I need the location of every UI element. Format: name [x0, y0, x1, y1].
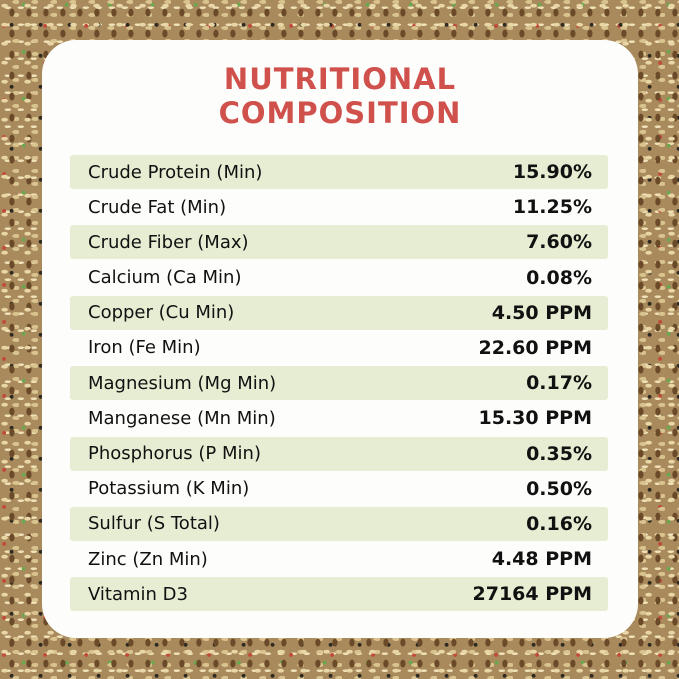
nutrient-value: 0.50% — [526, 477, 592, 500]
table-row: Phosphorus (P Min) 0.35% — [70, 436, 608, 471]
nutrient-value: 15.30 PPM — [478, 407, 592, 430]
table-row: Zinc (Zn Min) 4.48 PPM — [70, 542, 608, 576]
table-row: Potassium (K Min) 0.50% — [70, 472, 608, 506]
nutrient-value: 0.17% — [526, 372, 592, 395]
nutrient-value: 11.25% — [512, 196, 592, 219]
nutrient-name: Zinc (Zn Min) — [88, 548, 208, 570]
table-row: Crude Fat (Min) 11.25% — [70, 190, 608, 224]
nutrient-value: 27164 PPM — [472, 583, 592, 606]
table-row: Crude Fiber (Max) 7.60% — [70, 225, 608, 260]
nutrient-name: Crude Fat (Min) — [88, 196, 227, 218]
table-row: Manganese (Mn Min) 15.30 PPM — [70, 401, 608, 435]
nutrient-name: Copper (Cu Min) — [88, 302, 235, 324]
nutrient-value: 0.35% — [526, 442, 592, 465]
title-line: COMPOSITION — [218, 96, 462, 130]
table-row: Magnesium (Mg Min) 0.17% — [70, 366, 608, 401]
nutrient-value: 4.50 PPM — [491, 301, 592, 324]
nutrient-name: Magnesium (Mg Min) — [88, 372, 277, 394]
nutrient-value: 7.60% — [526, 231, 592, 254]
table-row: Crude Protein (Min) 15.90% — [70, 155, 608, 189]
nutrient-value: 0.08% — [526, 266, 592, 289]
nutrient-name: Crude Protein (Min) — [88, 161, 263, 183]
nutrient-name: Calcium (Ca Min) — [88, 267, 242, 289]
nutrient-value: 15.90% — [512, 161, 592, 183]
nutrient-name: Vitamin D3 — [88, 583, 188, 605]
nutrient-value: 0.16% — [526, 512, 592, 535]
nutrient-name: Sulfur (S Total) — [88, 513, 220, 535]
table-row: Calcium (Ca Min) 0.08% — [70, 261, 608, 295]
nutrition-table: Crude Protein (Min) 15.90% Crude Fat (Min)… — [70, 155, 608, 612]
nutrient-name: Crude Fiber (Max) — [88, 231, 249, 253]
nutrient-name: Manganese (Mn Min) — [88, 407, 276, 429]
nutrient-value: 22.60 PPM — [478, 336, 592, 359]
title-line: NUTRITIONAL — [223, 62, 457, 96]
table-row: Copper (Cu Min) 4.50 PPM — [70, 295, 608, 330]
table-row: Sulfur (S Total) 0.16% — [70, 506, 608, 541]
nutrient-value: 4.48 PPM — [491, 548, 592, 571]
card: NUTRITIONAL COMPOSITION Crude Protein (M… — [42, 40, 638, 638]
table-row: Iron (Fe Min) 22.60 PPM — [70, 331, 608, 365]
nutrient-name: Potassium (K Min) — [88, 478, 250, 500]
nutrient-name: Phosphorus (P Min) — [88, 443, 261, 464]
nutrient-name: Iron (Fe Min) — [88, 337, 201, 359]
table-row: Vitamin D3 27164 PPM — [70, 577, 608, 612]
